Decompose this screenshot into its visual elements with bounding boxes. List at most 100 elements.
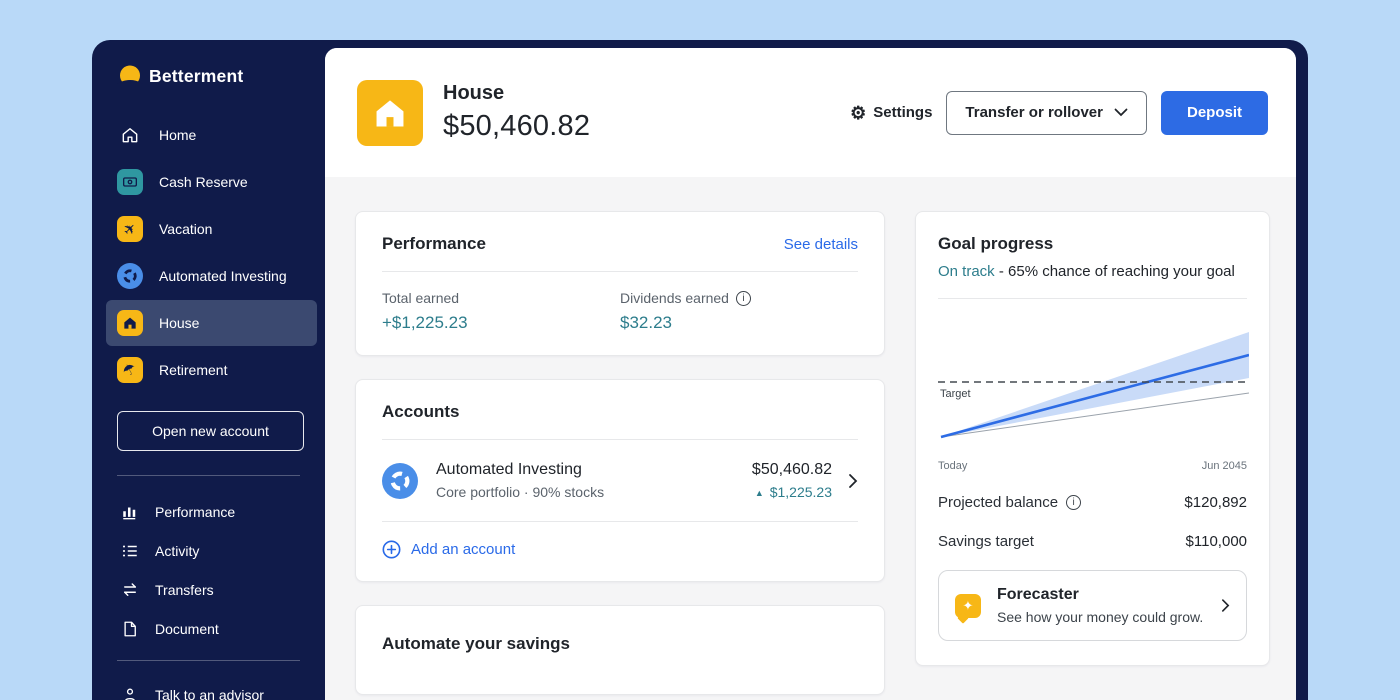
projection-chart: Target Today Jun 2045 [938,299,1250,472]
performance-card: Performance See details Total earned +$1… [355,211,885,356]
target-label: Target [940,388,971,400]
sidebar-item-label: Automated Investing [159,268,287,284]
sidebar-item-activity[interactable]: Activity [92,531,325,570]
dividends-earned-value: $32.23 [620,313,672,332]
divider [382,521,858,522]
right-column: Goal progress On track - 65% chance of r… [915,211,1270,666]
info-icon[interactable]: i [735,290,751,306]
sidebar-item-automated-investing[interactable]: Automated Investing [106,253,317,299]
sidebar-item-label: Document [155,620,219,637]
sidebar-item-home[interactable]: Home [106,112,317,158]
house-icon [117,310,143,336]
sidebar-item-label: Transfers [155,581,214,598]
sidebar-item-talk-to-advisor[interactable]: Talk to an advisor [92,675,325,700]
projected-balance-label: Projected balance [938,494,1059,511]
sidebar-divider [117,660,300,661]
goal-progress-card: Goal progress On track - 65% chance of r… [915,211,1270,666]
sidebar-item-document[interactable]: Document [92,609,325,648]
x-axis-end-label: Jun 2045 [1201,460,1247,472]
airplane-icon: ✈ [117,216,143,242]
list-icon [119,542,141,560]
settings-label: Settings [873,104,933,121]
see-details-link[interactable]: See details [783,235,858,253]
account-name: Automated Investing [436,461,582,478]
projected-balance-value: $120,892 [1184,494,1247,511]
sidebar-item-performance[interactable]: Performance [92,492,325,531]
savings-target-value: $110,000 [1185,533,1247,550]
transfer-label: Transfer or rollover [965,104,1103,121]
plus-circle-icon [382,540,401,559]
sidebar-item-label: Cash Reserve [159,174,248,190]
chevron-down-icon [1114,108,1128,117]
sidebar-item-label: Vacation [159,221,213,237]
settings-button[interactable]: ⚙ Settings [850,104,932,122]
chevron-right-icon [1221,598,1230,613]
up-triangle-icon: ▲ [754,488,764,498]
sidebar-item-label: Performance [155,503,236,520]
sidebar-item-label: Talk to an advisor [155,686,264,700]
performance-card-title: Performance [382,234,486,253]
no-growth-line [940,392,1250,438]
sidebar-item-retirement[interactable]: ☂ Retirement [106,347,317,393]
x-axis-start-label: Today [938,460,968,472]
sidebar-item-transfers[interactable]: Transfers [92,570,325,609]
projection-chart-svg: Target [938,332,1250,439]
divider [382,271,858,272]
logo-wordmark: Betterment [149,65,244,86]
account-row-automated-investing[interactable]: Automated Investing Core portfolio · 90%… [382,440,858,521]
total-earned-label: Total earned [382,290,460,306]
sidebar-item-vacation[interactable]: ✈ Vacation [106,206,317,252]
forecaster-subtitle: See how your money could grow. [997,609,1204,625]
open-new-account-button[interactable]: Open new account [117,411,304,451]
chevron-right-icon [848,473,858,489]
bar-chart-icon [119,503,141,521]
sparkle-icon: ✦ [962,598,974,613]
divider [382,439,858,440]
sidebar-item-label: Retirement [159,362,228,378]
automate-savings-card: Automate your savings [355,605,885,695]
sidebar: Betterment Home Cash Reserve [92,40,325,700]
accounts-card: Accounts Automated Investing Core portfo… [355,379,885,582]
median-projection-line [940,353,1250,439]
account-description: Core portfolio · 90% stocks [436,484,605,500]
umbrella-icon: ☂ [117,357,143,383]
portfolio-ring-icon [382,462,418,499]
sidebar-item-label: Activity [155,542,200,559]
savings-target-label: Savings target [938,533,1034,550]
portfolio-ring-icon [117,263,143,289]
sidebar-divider [117,475,300,476]
betterment-logo-icon [117,65,143,88]
add-account-button[interactable]: Add an account [382,522,858,559]
transfer-or-rollover-button[interactable]: Transfer or rollover [946,90,1147,135]
account-change: $1,225.23 [769,484,832,500]
content: Performance See details Total earned +$1… [325,177,1296,695]
dividends-earned-label: Dividends earned [620,290,729,306]
sidebar-nav: Home Cash Reserve ✈ Vacation [92,112,325,393]
divider [938,298,1247,299]
total-earned-value: +$1,225.23 [382,313,468,332]
sidebar-tools: Performance Activity [92,492,325,648]
transfer-arrows-icon [119,581,141,599]
gear-icon: ⚙ [850,102,867,123]
sidebar-item-cash-reserve[interactable]: Cash Reserve [106,159,317,205]
betterment-logo[interactable]: Betterment [92,62,325,90]
forecaster-button[interactable]: ✦ Forecaster See how your money could gr… [938,570,1247,641]
forecaster-title: Forecaster [997,586,1079,603]
info-icon[interactable]: i [1066,495,1082,510]
accounts-card-title: Accounts [382,402,460,421]
automate-savings-title: Automate your savings [382,634,570,653]
goal-header: House $50,460.82 ⚙ Settings Transfer or … [325,48,1296,177]
app-window: Betterment Home Cash Reserve [92,40,1308,700]
sidebar-item-label: Home [159,127,197,143]
page-title: House [443,82,505,104]
sidebar-item-house[interactable]: House [106,300,317,346]
main-area: House $50,460.82 ⚙ Settings Transfer or … [325,48,1296,700]
on-track-label[interactable]: On track [938,263,995,280]
left-column: Performance See details Total earned +$1… [355,211,885,695]
house-goal-icon [357,79,423,146]
sidebar-item-label: House [159,315,200,331]
deposit-button[interactable]: Deposit [1160,90,1268,135]
home-icon [117,122,143,148]
cash-icon [117,169,143,195]
goal-progress-title: Goal progress [938,234,1054,253]
